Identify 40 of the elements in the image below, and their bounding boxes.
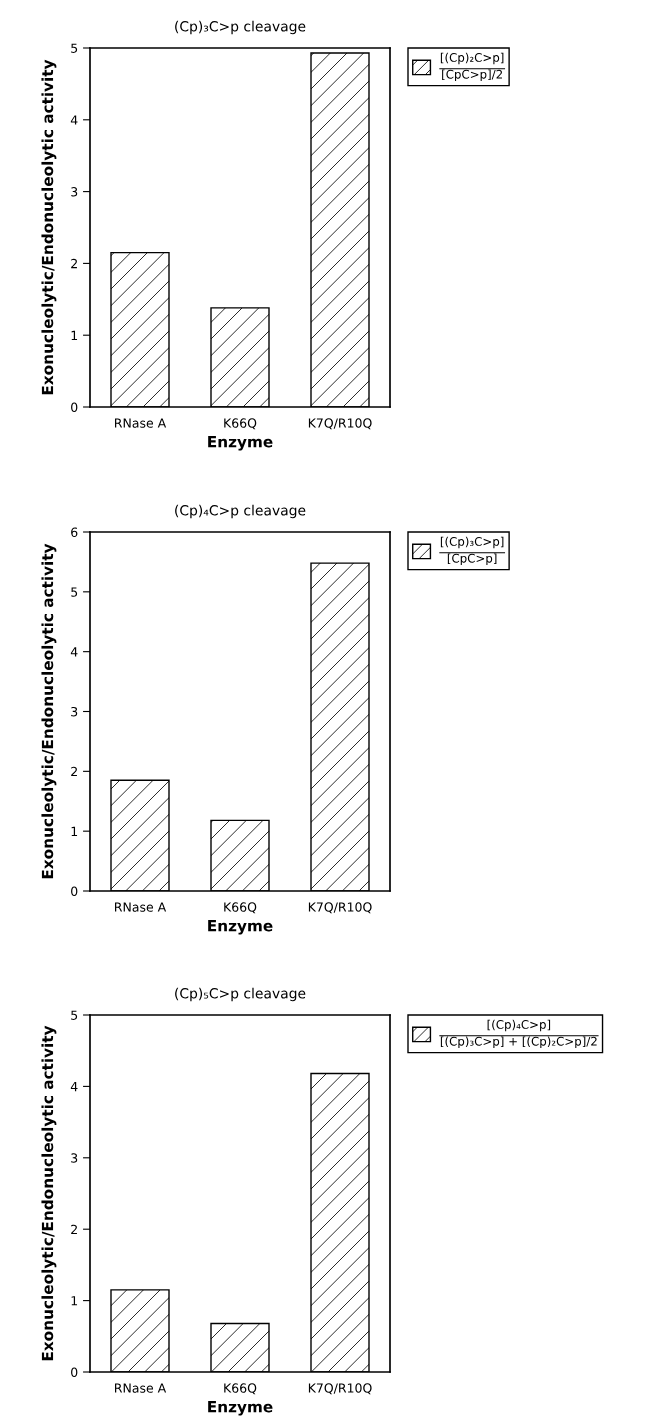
y-tick-label: 5	[71, 587, 78, 597]
y-tick-label: 5	[71, 1010, 78, 1020]
y-tick-label: 6	[71, 527, 78, 537]
y-tick-label: 1	[71, 826, 78, 836]
y-tick-label: 0	[71, 886, 78, 896]
y-tick-label: 3	[71, 706, 78, 717]
x-tick-label: K66Q	[224, 1383, 257, 1395]
text: [(Cp)₄C>p] [(Cp)₃C>p] + [(Cp)₂C>p]/2	[440, 1019, 597, 1048]
y-tick-label: 3	[71, 1153, 78, 1163]
x-axis-title: Enzyme	[208, 1401, 273, 1416]
y-axis-title: Exonucleolytic/Endonucleolytic activity	[41, 543, 57, 879]
y-tick-label: 5	[71, 43, 78, 53]
x-tick-label: RNase A	[115, 902, 167, 912]
y-tick-label: 0	[71, 1367, 78, 1377]
y-tick-label: 0	[71, 402, 78, 412]
text: [(Cp)₂C>p] [CpC>p]/2	[440, 52, 504, 81]
y-tick-label: 2	[71, 1224, 77, 1234]
x-tick-label: K7Q/R10Q	[308, 418, 372, 430]
y-tick-label: 4	[70, 1082, 78, 1092]
x-axis-title: Enzyme	[208, 436, 273, 451]
y-tick-label: 4	[70, 647, 78, 657]
y-tick-label: 1	[71, 330, 78, 340]
y-tick-label: 2	[71, 258, 77, 269]
x-tick-label: RNase A	[115, 1383, 167, 1393]
text: [(Cp)₃C>p] [CpC>p]	[440, 536, 504, 565]
chart-title: (Cp)₅C>p cleavage	[175, 987, 306, 1002]
y-tick-label: 4	[70, 115, 78, 125]
y-tick-label: 1	[71, 1296, 78, 1306]
x-tick-label: K66Q	[224, 418, 257, 430]
y-axis-title: Exonucleolytic/Endonucleolytic activity	[41, 1025, 57, 1361]
x-tick-label: RNase A	[115, 418, 167, 428]
x-tick-label: K66Q	[224, 902, 257, 914]
y-axis-title: Exonucleolytic/Endonucleolytic activity	[41, 59, 57, 395]
x-tick-label: K7Q/R10Q	[308, 902, 372, 914]
chart-title: (Cp)₄C>p cleavage	[175, 504, 306, 519]
x-axis-title: Enzyme	[208, 920, 273, 935]
x-tick-label: K7Q/R10Q	[308, 1383, 372, 1395]
chart-title: (Cp)₃C>p cleavage	[175, 20, 306, 35]
y-tick-label: 2	[71, 766, 77, 777]
y-tick-label: 3	[71, 187, 78, 197]
